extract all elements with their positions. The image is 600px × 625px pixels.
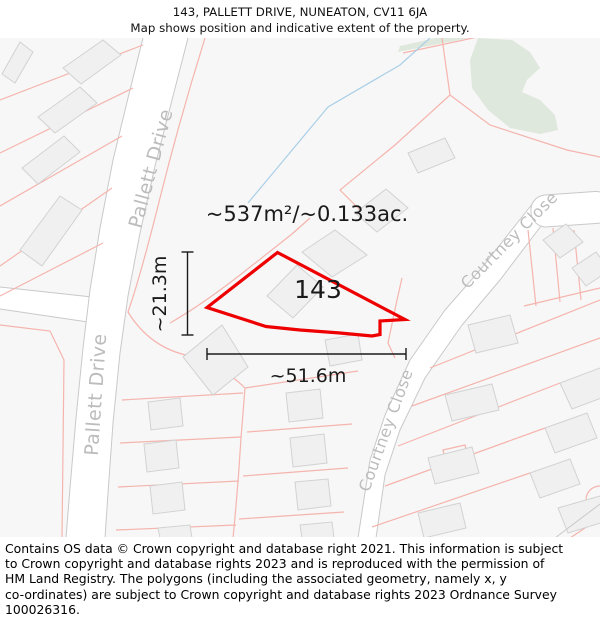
path-edge-gray [554,503,600,539]
page-subtitle: Map shows position and indicative extent… [130,21,470,35]
green-area [470,38,558,134]
building [1,41,34,84]
building [21,135,81,185]
building-house-143 [266,264,324,319]
map-canvas: Pallett Drive Pallett Drive Courtney Clo… [0,32,600,539]
attribution-line: Contains OS data © Crown copyright and d… [5,541,564,556]
attribution-line: HM Land Registry. The polygons (includin… [5,571,507,587]
building [147,397,184,431]
building [143,439,180,473]
building [324,333,363,367]
building [407,137,456,174]
road-courtney-cul-de-sac [530,190,600,228]
attribution-line: 100026316. [5,601,80,617]
road-side-spur-edge [0,308,89,323]
building [427,446,480,485]
buildings [1,39,600,539]
attribution-line: co-ordinates) are subject to Crown copyr… [5,586,557,602]
road-pallett-drive-edge [65,37,144,539]
building [559,367,600,410]
road-pallett-drive [66,38,188,538]
road-pallett-drive-edge [104,37,189,539]
building [544,412,598,454]
height-dimension-label: ~21.3m [149,256,171,333]
map-svg: Pallett Drive Pallett Drive Courtney Clo… [0,32,600,539]
plot-number-label: 143 [294,275,342,304]
building [285,388,324,423]
building [467,314,519,354]
building [529,458,581,499]
building [149,481,186,515]
building [417,502,467,539]
width-dimension-label: ~51.6m [270,365,347,387]
building [354,188,409,233]
building-diamond [182,324,249,396]
building [301,229,368,278]
map-header: 143, PALLETT DRIVE, NUNEATON, CV11 6JA M… [0,0,600,38]
dimension-width [206,348,407,360]
building [571,251,600,287]
road-courtney-close-edge [357,202,534,539]
dimension-height [181,251,194,336]
building [62,39,122,85]
building [294,478,332,511]
building [557,495,600,534]
road-courtney-close-edge [375,225,542,539]
building [444,383,500,422]
area-label: ~537m²/~0.133ac. [206,202,408,226]
building [542,223,584,259]
stream-line [247,37,431,204]
attribution-footer: Contains OS data © Crown copyright and d… [0,537,600,625]
attribution-line: to Crown copyright and database rights 2… [5,556,545,572]
page-title: 143, PALLETT DRIVE, NUNEATON, CV11 6JA [172,5,428,19]
building [289,433,328,468]
building [299,521,335,539]
building [19,195,83,267]
road-side-spur [0,287,92,322]
property-boundary-143 [203,250,411,338]
building [37,86,98,134]
road-courtney-close [358,203,541,538]
